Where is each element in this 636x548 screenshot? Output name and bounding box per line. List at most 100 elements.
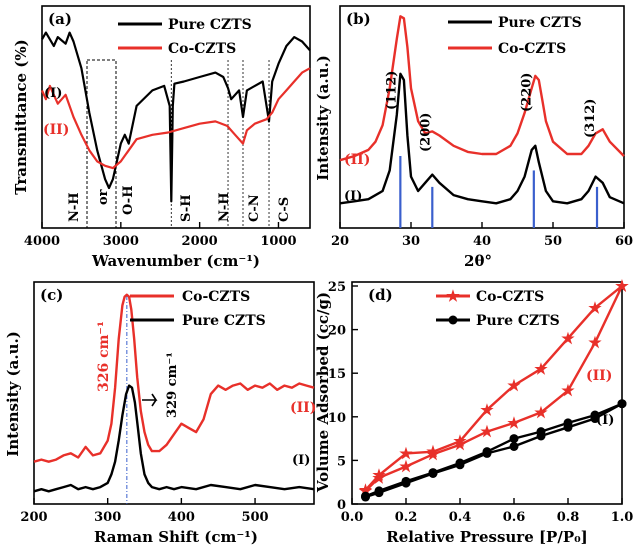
panel-a-ann-cs: C-S <box>277 197 292 222</box>
panel-d-point-co-czts: ★ <box>453 436 467 454</box>
panel-d-point-co-czts: ★ <box>453 432 467 450</box>
panel-d-point-pure-czts <box>361 491 370 501</box>
panel-a-frame <box>41 5 311 229</box>
panel-a-x-tick-label: 3000 <box>103 234 139 249</box>
panel-d-point-co-czts: ★ <box>588 334 602 352</box>
panel-c-ann-329: 329 cm⁻¹ <box>165 352 180 418</box>
panel-a-x-tick-label: 2000 <box>182 234 218 249</box>
panel-d-point-pure-czts <box>428 468 438 478</box>
panel-d-point-co-czts: ★ <box>399 458 413 476</box>
panel-b-xlabel: 2θ° <box>464 252 492 270</box>
panel-b-x-tick-label: 60 <box>615 234 633 249</box>
panel-d-point-pure-czts <box>536 427 546 437</box>
panel-d-series-label-ii: (II) <box>586 368 612 384</box>
panel-d-x-tick-label: 0.2 <box>395 510 418 525</box>
panel-d-point-co-czts: ★ <box>399 444 413 462</box>
panel-b-x-ticks: 20 30 40 50 60 <box>331 222 633 249</box>
panel-d-bet: ★★★★★★ ★★★★★★★★★★★★★★★★ 0.0 0.2 0.4 0.6 0.8 1.… <box>314 277 633 546</box>
panel-d-point-co-czts: ★ <box>561 382 575 400</box>
panel-d-point-co-czts: ★ <box>615 277 629 295</box>
panel-d-point-co-czts: ★ <box>615 277 629 295</box>
panel-b-line-co-czts <box>339 15 625 162</box>
panel-d-y-tick-label: 20 <box>328 324 346 339</box>
panel-d-x-tick-label: 0.4 <box>449 510 472 525</box>
panel-b-line-pure-czts <box>339 72 625 205</box>
legend-d-pure-marker <box>448 315 458 325</box>
panel-a-ann-cn: C-N <box>247 194 262 222</box>
panel-c-x-tick-label: 500 <box>241 510 268 525</box>
panel-d-y-tick-label: 10 <box>328 411 346 426</box>
panel-c-frame <box>33 281 315 505</box>
panel-d-point-pure-czts <box>509 441 519 451</box>
panel-a-line-pure-czts <box>41 31 311 203</box>
panel-a-label: (a) <box>48 10 72 28</box>
panel-d-y-tick-label: 5 <box>337 454 346 469</box>
panel-b-x-tick-label: 20 <box>331 234 349 249</box>
panel-d-x-tick-label: 1.0 <box>611 510 634 525</box>
panel-d-label: (d) <box>368 286 393 304</box>
panel-a-line-co-czts <box>40 67 311 170</box>
legend-a-pure-label: Pure CZTS <box>168 17 252 33</box>
panel-d-x-tick-label: 0.6 <box>503 510 526 525</box>
panel-b-ylabel: Intensity (a.u.) <box>314 55 332 181</box>
panel-d-series-label-i: (I) <box>596 413 614 428</box>
panel-d-point-co-czts: ★ <box>534 360 548 378</box>
panel-c-label: (c) <box>40 286 63 304</box>
panel-d-ylabel: Volume Adsorbed (cc/g) <box>314 292 332 493</box>
panel-d-point-pure-czts <box>455 458 465 468</box>
panel-d-point-co-czts: ★ <box>372 469 386 487</box>
panel-d-point-co-czts: ★ <box>426 443 440 461</box>
legend-d-co-label: Co-CZTS <box>476 289 544 305</box>
panel-a-ann-oh: O-H <box>121 186 136 215</box>
panel-b-peak-label: (112) <box>384 71 399 110</box>
panel-d-x-tick-label: 0.8 <box>557 510 580 525</box>
panel-d-line-co-czts <box>364 285 624 492</box>
panel-a-ann-nh-1: N-H <box>67 192 82 222</box>
panel-d-point-co-czts: ★ <box>507 414 521 432</box>
panel-d-point-co-czts: ★ <box>426 445 440 463</box>
panel-c-ann-326: 326 cm⁻¹ <box>96 321 112 392</box>
panel-c-arrow <box>142 393 158 407</box>
panel-a-xlabel: Wavenumber (cm⁻¹) <box>91 252 260 270</box>
panel-c-ylabel: Intensity (a.u.) <box>4 331 22 457</box>
panel-c-series-lines <box>33 293 315 493</box>
panel-a-x-tick-label: 1000 <box>260 234 296 249</box>
panel-d-point-pure-czts <box>401 476 411 486</box>
panel-b-series-label-i: (I) <box>344 189 362 204</box>
panel-d-point-co-czts: ★ <box>480 423 494 441</box>
panel-a-ann-nh-2: N-H <box>217 192 232 222</box>
panel-a-series-label-i: (I) <box>44 86 62 101</box>
panel-d-xlabel: Relative Pressure [P/P₀] <box>386 528 588 546</box>
panel-c-series-label-i: (I) <box>292 453 310 468</box>
panel-d-point-pure-czts <box>590 410 600 420</box>
panel-d-markers: ★★★★★★ ★★★★★★★★★★★★★★★★ <box>359 277 629 502</box>
panel-d-point-co-czts: ★ <box>534 403 548 421</box>
panel-c-xlabel: Raman Shift (cm⁻¹) <box>94 528 258 546</box>
panel-d-point-pure-czts <box>374 486 384 496</box>
panel-b-series-label-ii: (II) <box>344 152 370 168</box>
panel-a-ann-sh: S-H <box>179 194 194 222</box>
panel-a-x-tick-label: 4000 <box>24 234 60 249</box>
panel-d-y-tick-label: 25 <box>328 280 346 295</box>
panel-d-x-ticks: 0.0 0.2 0.4 0.6 0.8 1.0 <box>341 498 634 525</box>
legend-b-co-label: Co-CZTS <box>498 41 566 57</box>
panel-a-ann-or: or <box>96 189 111 205</box>
panel-d-point-pure-czts <box>617 399 627 409</box>
panel-d-x-tick-label: 0.0 <box>341 510 364 525</box>
panel-b-frame <box>339 5 625 229</box>
panel-b-label: (b) <box>346 10 371 28</box>
panel-b-x-tick-label: 30 <box>402 234 420 249</box>
panel-c-series-label-ii: (II) <box>290 400 316 416</box>
panel-d-point-pure-czts <box>509 434 519 444</box>
panel-b-x-tick-label: 50 <box>544 234 562 249</box>
panel-d-point-co-czts: ★ <box>372 466 386 484</box>
panel-b-x-tick-label: 40 <box>473 234 491 249</box>
panel-d-point-co-czts: ★ <box>561 329 575 347</box>
panel-a-ylabel: Transmittance (%) <box>12 39 30 194</box>
panel-d-y-ticks: 0 5 10 15 20 25 <box>328 280 358 513</box>
panel-d-point-co-czts: ★ <box>480 401 494 419</box>
panel-c-x-tick-label: 400 <box>168 510 195 525</box>
legend-c-pure-label: Pure CZTS <box>182 313 266 329</box>
panel-b-peak-label: (220) <box>519 73 534 112</box>
panel-d-point-pure-czts <box>482 447 492 457</box>
